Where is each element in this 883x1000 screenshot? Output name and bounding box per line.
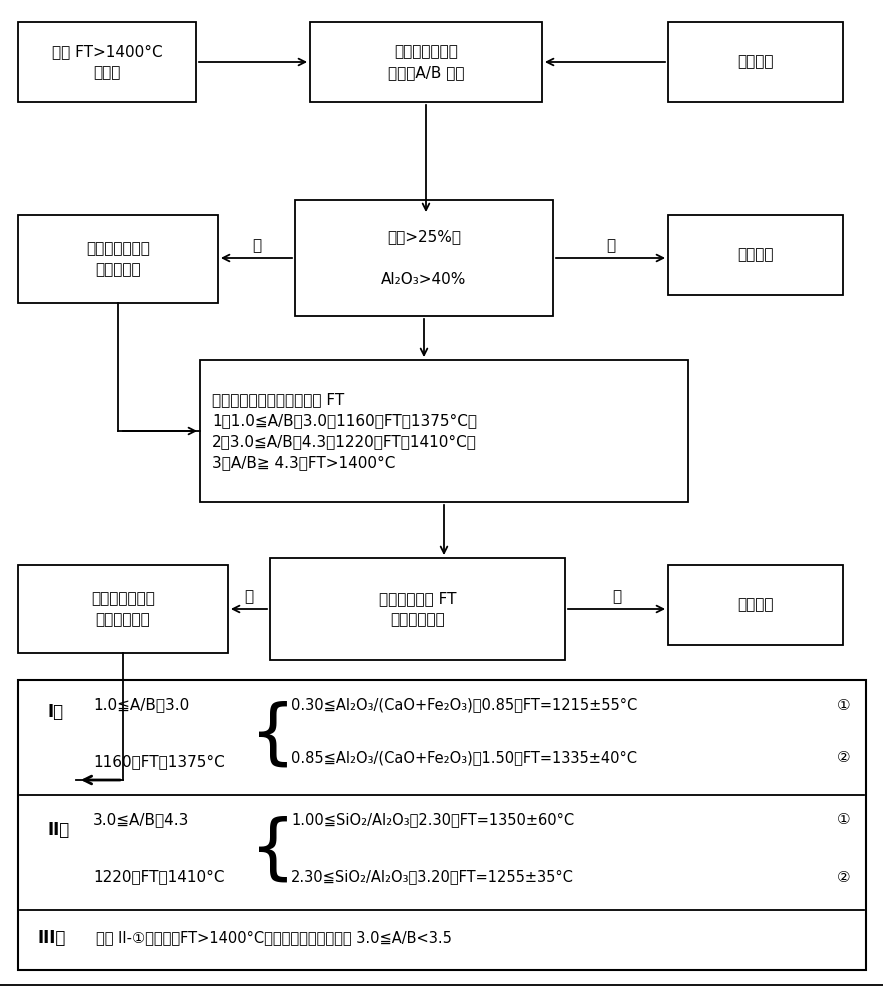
Text: 1220＜FT＜1410°C: 1220＜FT＜1410°C (93, 869, 224, 884)
Bar (270, 558, 565, 660)
Text: ①: ① (837, 812, 851, 828)
Text: 2.30≦SiO₂/Al₂O₃＜3.20，FT=1255±35°C: 2.30≦SiO₂/Al₂O₃＜3.20，FT=1255±35°C (291, 869, 574, 884)
Text: 否: 否 (252, 238, 261, 253)
Text: 0.85≦Al₂O₃/(CaO+Fe₂O₃)＜1.50，FT=1335±40°C: 0.85≦Al₂O₃/(CaO+Fe₂O₃)＜1.50，FT=1335±40°C (291, 750, 637, 766)
Text: 若在 II-①条件下，FT>1400°C，添加碱性助剂，使得 3.0≦A/B<3.5: 若在 II-①条件下，FT>1400°C，添加碱性助剂，使得 3.0≦A/B<3… (96, 930, 452, 946)
Text: 是: 是 (612, 589, 621, 604)
Text: 其它煤种: 其它煤种 (737, 54, 774, 70)
Text: 直接使用: 直接使用 (737, 597, 774, 612)
Bar (200, 360, 688, 502)
Text: 否: 否 (245, 589, 253, 604)
Bar (668, 565, 843, 645)
Bar (668, 22, 843, 102)
Bar (310, 22, 542, 102)
Bar (18, 22, 196, 102)
Text: 选取灰组分差异
较大的煤种: 选取灰组分差异 较大的煤种 (86, 241, 150, 277)
Text: ①: ① (837, 698, 851, 712)
Text: 3.0≦A/B＜4.3: 3.0≦A/B＜4.3 (93, 812, 189, 828)
Bar (18, 215, 218, 303)
Text: 测试配煤后的 FT
是否满足要求: 测试配煤后的 FT 是否满足要求 (379, 591, 457, 627)
Text: 0.30≦Al₂O₃/(CaO+Fe₂O₃)＜0.85，FT=1215±55°C: 0.30≦Al₂O₃/(CaO+Fe₂O₃)＜0.85，FT=1215±55°C (291, 698, 638, 712)
Text: II：: II： (48, 821, 71, 839)
Text: 灰分分析、成分
分析、A/B 分析: 灰分分析、成分 分析、A/B 分析 (388, 44, 464, 80)
Text: ②: ② (837, 750, 851, 766)
Text: 加助剂，按照下
列关系式调控: 加助剂，按照下 列关系式调控 (91, 591, 155, 627)
Text: 是: 是 (606, 238, 615, 253)
Text: 1.0≦A/B＜3.0: 1.0≦A/B＜3.0 (93, 698, 189, 712)
Text: III：: III： (38, 929, 66, 947)
Text: {: { (250, 700, 296, 770)
Text: I：: I： (48, 703, 64, 721)
Text: 1.00≦SiO₂/Al₂O₃＜2.30，FT=1350±60°C: 1.00≦SiO₂/Al₂O₃＜2.30，FT=1350±60°C (291, 812, 574, 828)
Text: 选取 FT>1400°C
的煤种: 选取 FT>1400°C 的煤种 (52, 44, 162, 80)
Text: {: { (250, 816, 296, 884)
Text: 弃用该煤: 弃用该煤 (737, 247, 774, 262)
Bar (668, 215, 843, 295)
Bar (18, 565, 228, 653)
Bar (295, 200, 553, 316)
Text: 1160＜FT＜1375°C: 1160＜FT＜1375°C (93, 754, 225, 770)
Text: 依据下列关系式配煤，粗调 FT
1：1.0≦A/B＜3.0，1160＜FT＜1375°C；
2：3.0≦A/B＜4.3，1220＜FT＜1410°C；
3：A/: 依据下列关系式配煤，粗调 FT 1：1.0≦A/B＜3.0，1160＜FT＜13… (212, 392, 477, 470)
Text: ②: ② (837, 869, 851, 884)
Text: 灰分>25%且

Al₂O₃>40%: 灰分>25%且 Al₂O₃>40% (381, 230, 467, 286)
Bar (18, 680, 866, 970)
